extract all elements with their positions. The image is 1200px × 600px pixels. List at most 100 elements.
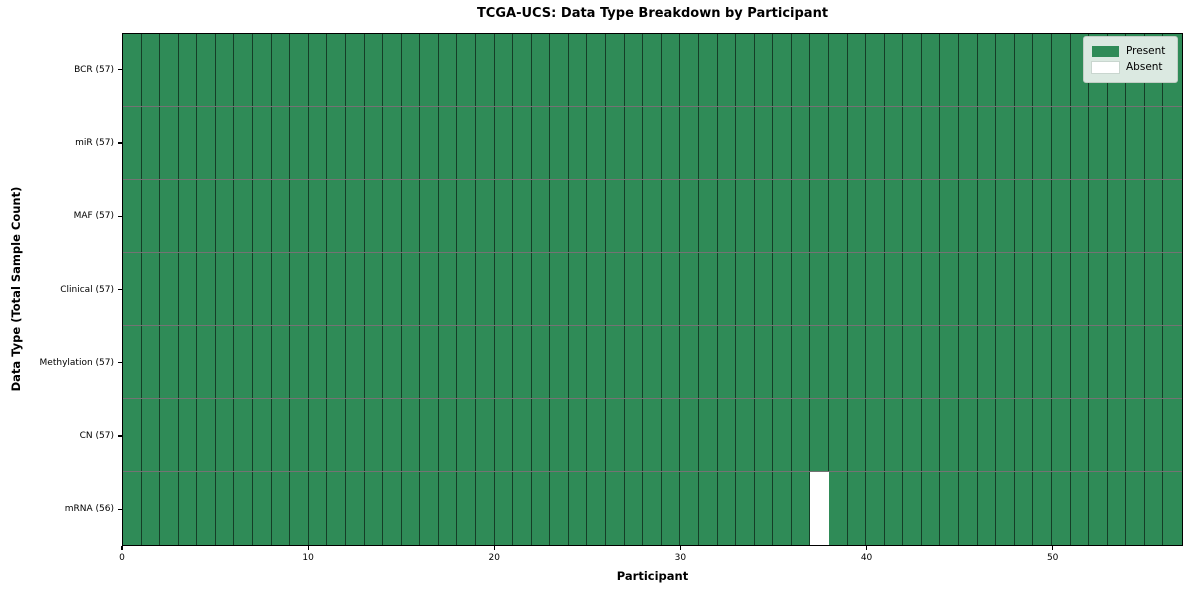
heatmap-cell (1014, 472, 1034, 545)
heatmap-row-CN (123, 399, 1182, 472)
y-tick-label: Methylation (57) (39, 357, 114, 368)
heatmap-cell (1014, 399, 1034, 471)
heatmap-cell (494, 107, 514, 179)
heatmap-cell (215, 399, 235, 471)
heatmap-cell (847, 180, 867, 252)
heatmap-cell (123, 472, 142, 545)
heatmap-cell (123, 253, 142, 325)
heatmap-row-Clinical (123, 253, 1182, 326)
heatmap-cell (160, 180, 179, 252)
legend: Present Absent (1083, 36, 1178, 83)
heatmap-cell (271, 472, 291, 545)
heatmap-cell (643, 399, 662, 471)
heatmap-cell (847, 34, 867, 106)
heatmap-cell (996, 180, 1015, 252)
heatmap-cell (438, 107, 458, 179)
heatmap-cell (123, 107, 142, 179)
heatmap-cell (940, 326, 960, 398)
heatmap-cell (1014, 107, 1034, 179)
heatmap-cell (959, 107, 978, 179)
heatmap-cell (234, 107, 254, 179)
heatmap-cell (791, 472, 811, 545)
heatmap-cell (791, 399, 811, 471)
heatmap-cell (996, 34, 1015, 106)
heatmap-cell (884, 253, 904, 325)
heatmap-cell (1163, 253, 1182, 325)
heatmap-cell (327, 399, 346, 471)
heatmap-cell (959, 34, 978, 106)
heatmap-cell (828, 34, 848, 106)
heatmap-cell (698, 34, 718, 106)
heatmap-cell (847, 399, 867, 471)
heatmap-cell (847, 326, 867, 398)
heatmap-cell (401, 180, 421, 252)
y-tick-mark (118, 142, 122, 144)
x-axis-label: Participant (616, 569, 689, 583)
heatmap-cell (494, 326, 514, 398)
heatmap-cell (531, 472, 551, 545)
heatmap-cell (364, 253, 384, 325)
heatmap-cell (810, 107, 829, 179)
y-tick-label: mRNA (56) (64, 504, 114, 515)
heatmap-cell (959, 472, 978, 545)
heatmap-cell (550, 180, 569, 252)
heatmap-cell (1089, 253, 1108, 325)
heatmap-cell (1144, 472, 1164, 545)
heatmap-cell (847, 253, 867, 325)
heatmap-cell (606, 107, 625, 179)
heatmap-cell (438, 180, 458, 252)
heatmap-cell (661, 107, 681, 179)
heatmap-cell (364, 34, 384, 106)
heatmap-cell (736, 472, 755, 545)
heatmap-row-miR (123, 107, 1182, 180)
heatmap-cell (457, 253, 476, 325)
heatmap-cell (717, 253, 737, 325)
heatmap-cell (921, 326, 941, 398)
heatmap-cell (643, 253, 662, 325)
heatmap-cell (420, 253, 439, 325)
y-tick-mark (118, 435, 122, 437)
heatmap-cell (1126, 253, 1145, 325)
heatmap-cell (253, 180, 272, 252)
heatmap-cell (661, 34, 681, 106)
heatmap-cell (1163, 326, 1182, 398)
heatmap-cell (680, 472, 699, 545)
heatmap-cell (624, 34, 644, 106)
x-tick-label: 30 (674, 553, 687, 563)
heatmap-cell (141, 107, 161, 179)
heatmap-cell (717, 326, 737, 398)
heatmap-cell (1033, 34, 1052, 106)
heatmap-cell (884, 180, 904, 252)
heatmap-cell (1126, 399, 1145, 471)
heatmap-cell (290, 253, 309, 325)
heatmap-cell (234, 472, 254, 545)
y-tick-label: Clinical (57) (60, 284, 114, 295)
legend-label-present: Present (1126, 45, 1166, 57)
heatmap-cell (271, 326, 291, 398)
heatmap-cell (438, 326, 458, 398)
heatmap-cell (587, 326, 607, 398)
heatmap-cell (866, 180, 885, 252)
heatmap-cell (290, 399, 309, 471)
heatmap-cell (940, 34, 960, 106)
heatmap-cell (364, 107, 384, 179)
y-tick-label: MAF (57) (73, 211, 114, 222)
heatmap-cell (475, 180, 495, 252)
heatmap-cell (643, 326, 662, 398)
heatmap-cell (940, 253, 960, 325)
heatmap-cell (1014, 34, 1034, 106)
heatmap-cell (123, 326, 142, 398)
heatmap-cell (736, 326, 755, 398)
heatmap-cell (401, 253, 421, 325)
heatmap-cell (364, 326, 384, 398)
heatmap-cell (383, 107, 402, 179)
x-tick-mark (1052, 546, 1054, 550)
heatmap-cell (1107, 326, 1127, 398)
heatmap-cell (940, 180, 960, 252)
heatmap-cell (420, 107, 439, 179)
heatmap-cell (698, 107, 718, 179)
heatmap-cell (234, 180, 254, 252)
heatmap-cell (903, 399, 922, 471)
heatmap-cell (903, 34, 922, 106)
y-tick-label: miR (57) (75, 137, 114, 148)
